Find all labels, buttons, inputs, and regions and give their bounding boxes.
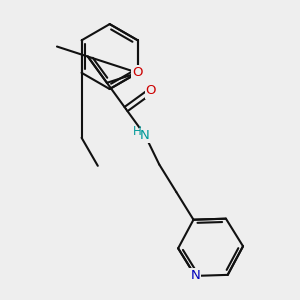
Text: N: N: [140, 129, 150, 142]
Text: O: O: [146, 85, 156, 98]
Text: H: H: [133, 124, 141, 138]
Text: N: N: [190, 269, 200, 282]
Text: O: O: [133, 66, 143, 79]
